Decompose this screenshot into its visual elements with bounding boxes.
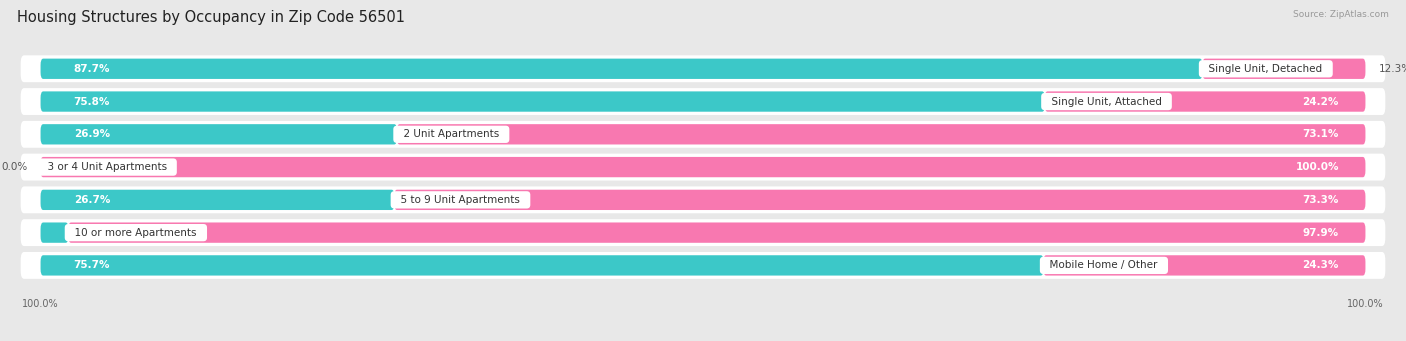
- Text: 26.9%: 26.9%: [73, 129, 110, 139]
- FancyBboxPatch shape: [41, 222, 69, 243]
- Text: 5 to 9 Unit Apartments: 5 to 9 Unit Apartments: [394, 195, 527, 205]
- Text: Housing Structures by Occupancy in Zip Code 56501: Housing Structures by Occupancy in Zip C…: [17, 10, 405, 25]
- FancyBboxPatch shape: [21, 88, 1385, 115]
- Text: 75.7%: 75.7%: [73, 261, 110, 270]
- Text: 24.2%: 24.2%: [1302, 97, 1339, 106]
- FancyBboxPatch shape: [21, 252, 1385, 279]
- Text: 2 Unit Apartments: 2 Unit Apartments: [396, 129, 506, 139]
- FancyBboxPatch shape: [21, 154, 1385, 180]
- Text: 10 or more Apartments: 10 or more Apartments: [69, 228, 204, 238]
- Text: 26.7%: 26.7%: [73, 195, 110, 205]
- Text: Mobile Home / Other: Mobile Home / Other: [1043, 261, 1164, 270]
- Text: 97.9%: 97.9%: [1303, 228, 1339, 238]
- Text: Source: ZipAtlas.com: Source: ZipAtlas.com: [1294, 10, 1389, 19]
- FancyBboxPatch shape: [21, 121, 1385, 148]
- Legend: Owner-occupied, Renter-occupied: Owner-occupied, Renter-occupied: [586, 339, 820, 341]
- FancyBboxPatch shape: [69, 222, 1365, 243]
- FancyBboxPatch shape: [1202, 59, 1365, 79]
- Text: Single Unit, Detached: Single Unit, Detached: [1202, 64, 1329, 74]
- Text: Single Unit, Attached: Single Unit, Attached: [1045, 97, 1168, 106]
- FancyBboxPatch shape: [1043, 255, 1365, 276]
- Text: 100.0%: 100.0%: [1295, 162, 1339, 172]
- Text: 75.8%: 75.8%: [73, 97, 110, 106]
- FancyBboxPatch shape: [41, 157, 1365, 177]
- FancyBboxPatch shape: [21, 187, 1385, 213]
- FancyBboxPatch shape: [41, 124, 396, 145]
- FancyBboxPatch shape: [41, 190, 394, 210]
- Text: 87.7%: 87.7%: [73, 64, 110, 74]
- FancyBboxPatch shape: [41, 91, 1045, 112]
- Text: 12.3%: 12.3%: [1379, 64, 1406, 74]
- Text: 73.3%: 73.3%: [1302, 195, 1339, 205]
- FancyBboxPatch shape: [21, 55, 1385, 82]
- Text: 73.1%: 73.1%: [1302, 129, 1339, 139]
- FancyBboxPatch shape: [41, 59, 1202, 79]
- FancyBboxPatch shape: [41, 255, 1043, 276]
- Text: 0.0%: 0.0%: [1, 162, 27, 172]
- FancyBboxPatch shape: [21, 219, 1385, 246]
- FancyBboxPatch shape: [396, 124, 1365, 145]
- FancyBboxPatch shape: [394, 190, 1365, 210]
- FancyBboxPatch shape: [1045, 91, 1365, 112]
- Text: 3 or 4 Unit Apartments: 3 or 4 Unit Apartments: [41, 162, 173, 172]
- Text: 24.3%: 24.3%: [1302, 261, 1339, 270]
